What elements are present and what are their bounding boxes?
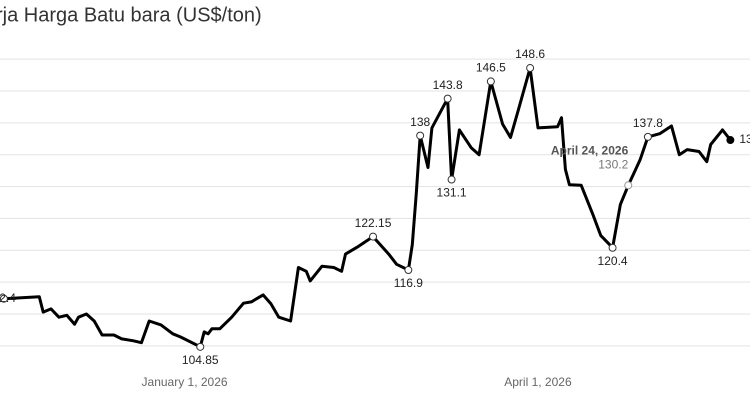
- point-marker[interactable]: [624, 181, 633, 190]
- value-label: 131.1: [437, 186, 467, 200]
- point-marker: [643, 132, 652, 141]
- point-marker: [447, 175, 456, 184]
- value-label: 143.8: [433, 78, 463, 92]
- point-marker: [608, 243, 617, 252]
- tooltip-value: 130.2: [598, 157, 628, 171]
- point-marker: [416, 131, 425, 140]
- point-marker: [0, 294, 8, 303]
- value-label: 137.3: [739, 132, 750, 146]
- point-marker: [369, 232, 378, 241]
- value-label: 138: [410, 115, 430, 129]
- value-label: 120.4: [598, 254, 628, 268]
- line: [3, 66, 732, 349]
- chart-title: rja Harga Batu bara (US$/ton): [0, 4, 262, 26]
- value-label: 122.15: [355, 216, 392, 230]
- point-marker: [486, 77, 495, 86]
- x-tick-label: January 1, 2026: [142, 375, 228, 389]
- point-marker: [404, 266, 413, 275]
- tooltip-date: April 24, 2026: [551, 143, 629, 157]
- value-label: 104.85: [182, 353, 219, 367]
- value-label: 137.8: [633, 116, 663, 130]
- value-label: 148.6: [515, 47, 545, 61]
- end-point: [726, 136, 735, 145]
- x-tick-label: April 1, 2026: [504, 375, 572, 389]
- point-marker: [196, 342, 205, 351]
- point-marker: [443, 94, 452, 103]
- value-label: 116.9: [394, 276, 423, 290]
- value-label: 146.5: [476, 61, 506, 75]
- value-label: 112.4: [0, 291, 16, 305]
- point-marker: [526, 64, 535, 73]
